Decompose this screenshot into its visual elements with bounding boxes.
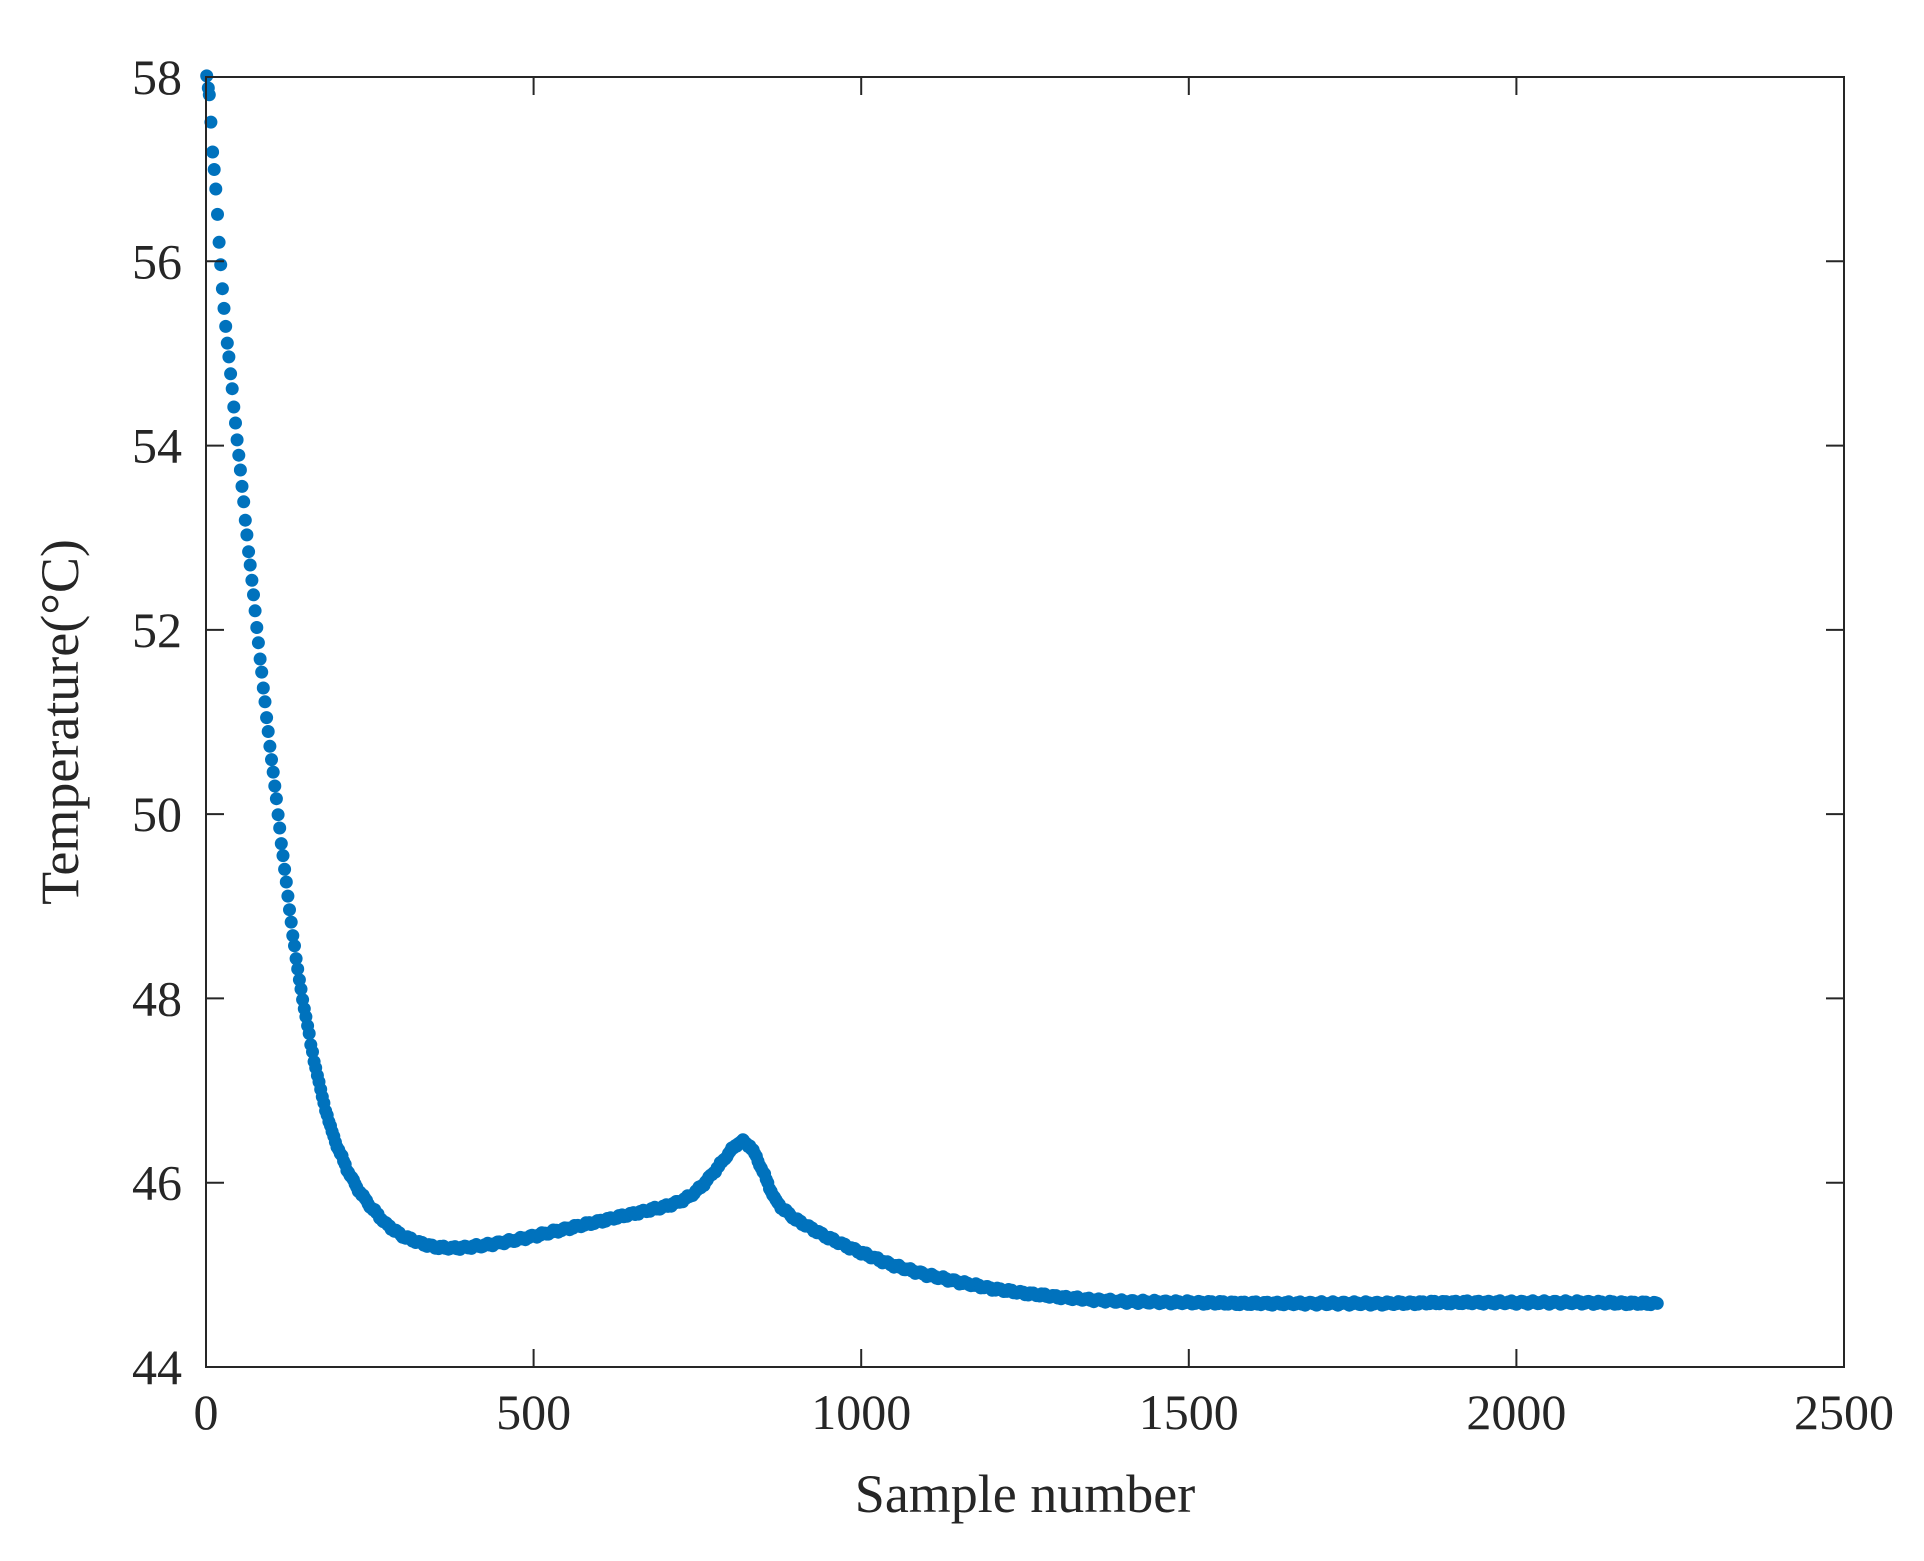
data-point xyxy=(268,779,282,793)
data-point xyxy=(286,929,300,943)
data-point xyxy=(227,400,241,414)
data-point xyxy=(276,849,290,863)
x-tick-label: 1000 xyxy=(811,1384,911,1440)
data-point xyxy=(281,889,295,903)
data-point xyxy=(294,982,308,996)
series-layer xyxy=(200,69,1664,1312)
data-point xyxy=(242,545,256,559)
axes-box xyxy=(205,76,1845,1368)
data-point xyxy=(240,528,254,542)
data-point xyxy=(261,725,275,738)
x-tick-label: 0 xyxy=(194,1384,219,1440)
data-point xyxy=(266,765,280,779)
data-point xyxy=(284,915,298,929)
y-tick-label: 50 xyxy=(132,786,182,842)
data-series xyxy=(200,69,1664,1312)
data-point xyxy=(288,939,301,953)
data-point xyxy=(200,69,214,83)
data-point xyxy=(260,711,274,725)
data-point xyxy=(1650,1296,1664,1310)
data-point xyxy=(283,903,296,917)
data-point xyxy=(302,1027,316,1040)
data-point xyxy=(212,235,226,249)
data-point xyxy=(211,207,224,221)
data-point xyxy=(225,382,239,396)
data-point xyxy=(209,182,223,196)
data-point xyxy=(274,837,288,851)
data-point xyxy=(291,962,305,976)
ticks-layer: 0 500 1000 1500 2000 2500 44 46 48 50 52 54 56 58 xyxy=(132,49,1894,1440)
data-point xyxy=(251,636,265,650)
y-tick-label: 56 xyxy=(132,233,182,289)
y-axis-label: Temperature(°C) xyxy=(30,539,90,905)
x-tick-label: 2500 xyxy=(1794,1384,1894,1440)
data-point xyxy=(215,282,229,296)
data-point xyxy=(220,336,234,350)
data-point xyxy=(202,88,216,102)
data-point xyxy=(273,821,287,835)
data-point xyxy=(235,479,249,493)
data-point xyxy=(204,115,218,129)
data-point xyxy=(269,792,283,806)
data-point xyxy=(237,495,251,509)
data-point xyxy=(247,588,260,602)
data-point xyxy=(214,258,228,272)
y-tick-label: 54 xyxy=(132,418,182,474)
x-axis-label: Sample number xyxy=(855,1464,1195,1524)
y-tick-label: 44 xyxy=(132,1339,182,1395)
data-point xyxy=(224,367,238,381)
data-point xyxy=(256,681,270,695)
data-point xyxy=(230,433,244,447)
data-point xyxy=(248,604,262,618)
data-point xyxy=(306,1045,319,1059)
data-point xyxy=(243,558,257,572)
x-tick-label: 2000 xyxy=(1466,1384,1566,1440)
data-point xyxy=(258,695,272,709)
data-point xyxy=(232,448,246,462)
y-tick-label: 58 xyxy=(132,49,182,105)
data-point xyxy=(207,163,221,176)
data-point xyxy=(206,145,220,159)
data-point xyxy=(278,862,292,876)
data-point xyxy=(289,952,303,966)
data-point xyxy=(271,808,285,822)
data-point xyxy=(245,573,259,587)
data-point xyxy=(229,416,242,430)
data-point xyxy=(265,753,278,767)
y-tick-label: 46 xyxy=(132,1155,182,1211)
data-point xyxy=(219,319,233,333)
x-tick-label: 500 xyxy=(496,1384,571,1440)
data-point xyxy=(217,301,231,315)
data-point xyxy=(222,350,236,364)
data-point xyxy=(250,621,264,634)
data-point xyxy=(255,665,269,679)
data-point xyxy=(238,513,252,527)
y-tick-label: 48 xyxy=(132,970,182,1026)
y-tick-label: 52 xyxy=(132,602,182,658)
data-point xyxy=(253,652,267,666)
data-point xyxy=(279,875,293,889)
data-point xyxy=(263,739,277,753)
x-tick-label: 1500 xyxy=(1139,1384,1239,1440)
data-point xyxy=(233,463,247,477)
